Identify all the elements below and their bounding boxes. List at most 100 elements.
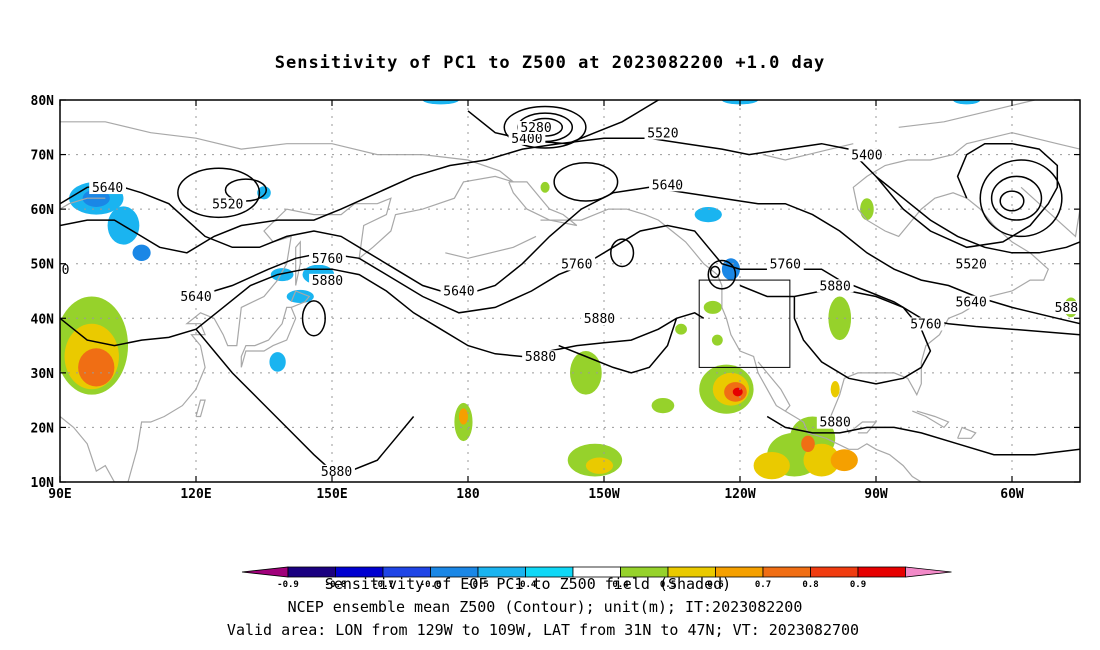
- contour-label-bg: [89, 181, 126, 195]
- caption-line-1: Sensitivity of EOF PC1 to Z500 field (Sh…: [325, 575, 731, 593]
- contour-label-bg: [766, 257, 804, 271]
- contour-line: [195, 328, 415, 472]
- colorbar-lower-arrow: [241, 566, 289, 578]
- lon-tick-label: 180: [456, 487, 480, 502]
- lat-tick-label: 80N: [31, 94, 55, 109]
- contour-label: 5760: [312, 252, 343, 267]
- sensitivity-patch: [257, 186, 271, 200]
- sensitivity-patch: [675, 323, 687, 335]
- contour-label-bg: [1052, 301, 1080, 315]
- colorbar-label: -0.5: [467, 580, 489, 590]
- sensitivity-patch: [721, 258, 741, 281]
- sensitivity-patch: [422, 100, 459, 105]
- contour-label-bg: [318, 464, 355, 478]
- colorbar-label: 0.7: [755, 580, 771, 590]
- contour-label: 5760: [561, 257, 592, 272]
- contour-label-bg: [644, 126, 682, 140]
- map-background: [60, 100, 1080, 482]
- contour-label: 5640: [443, 285, 474, 300]
- sensitivity-patch: [132, 244, 151, 261]
- contour-ring: [503, 105, 587, 149]
- contour-ring: [709, 265, 721, 279]
- contour-label: 5280: [520, 121, 551, 136]
- lon-tick-label: 120E: [180, 487, 211, 502]
- contour-label-bg: [558, 257, 596, 271]
- colorbar-upper-arrow: [905, 566, 952, 578]
- contour-label-bg: [816, 279, 854, 293]
- contour-label-bg: [848, 148, 886, 162]
- contour-label: 5880: [525, 350, 556, 365]
- contour-label-bg: [508, 131, 546, 145]
- sensitivity-patch: [458, 408, 469, 425]
- lat-tick-label: 20N: [31, 421, 55, 436]
- lat-tick-label: 50N: [31, 258, 55, 273]
- coastline: [1020, 186, 1080, 238]
- contour-label: 5400: [851, 148, 882, 163]
- contour-line: [739, 284, 932, 385]
- z500-contours: [60, 100, 1080, 472]
- coastline: [290, 290, 311, 308]
- colorbar-label: -0.7: [372, 580, 394, 590]
- contour-label: 5640: [180, 290, 211, 305]
- contour-ring: [553, 162, 619, 202]
- contour-label-bg: [309, 273, 346, 287]
- lat-tick-label: 60N: [31, 203, 55, 218]
- contour-label-bg: [816, 415, 854, 429]
- sensitivity-patch: [732, 387, 743, 397]
- lat-tick-label: 30N: [31, 367, 55, 382]
- contour-label-bg: [440, 284, 478, 298]
- contour-label-bg: [60, 262, 73, 276]
- colorbar-swatch: [762, 566, 811, 578]
- contour-label-bg: [177, 290, 215, 304]
- contour-label: 5880: [584, 312, 615, 327]
- colorbar-label: 0.4: [612, 580, 629, 590]
- contour-ring: [990, 175, 1043, 221]
- contour-label: 5880: [820, 416, 851, 431]
- contour-line: [60, 183, 1080, 325]
- lon-tick-label: 90W: [864, 487, 888, 502]
- contour-label-bg: [952, 257, 990, 271]
- sensitivity-patch: [269, 352, 286, 372]
- sensitivity-patch: [753, 451, 790, 480]
- contour-line: [60, 268, 705, 358]
- colorbar-label: 0.6: [707, 580, 723, 590]
- colorbar-label: -0.8: [325, 580, 347, 590]
- contour-label: 5880: [820, 279, 851, 294]
- coastline: [445, 235, 537, 259]
- sensitivity-patch: [585, 457, 614, 474]
- contour-label-bg: [907, 317, 945, 331]
- lat-tick-label: 40N: [31, 312, 55, 327]
- map-frame: [59, 99, 1081, 483]
- contour-ring: [301, 300, 326, 337]
- sensitivity-patch: [830, 381, 840, 398]
- contour-label-bg: [649, 178, 686, 192]
- contour-label: 760: [46, 263, 69, 278]
- sensitivity-patch: [78, 348, 115, 387]
- colorbar-label: -0.4: [515, 580, 537, 590]
- contour-label: 5520: [956, 257, 987, 272]
- contour-label-bg: [581, 312, 618, 326]
- contour-label-bg: [309, 251, 346, 265]
- colorbar-label: -0.6: [420, 580, 442, 590]
- coastline: [830, 132, 1080, 417]
- coastline: [195, 399, 206, 418]
- contour-label: 5520: [212, 197, 243, 212]
- contour-label-bg: [517, 121, 555, 135]
- contour-line: [467, 100, 659, 145]
- contour-ring: [999, 190, 1025, 212]
- contour-line: [766, 415, 1080, 456]
- sensitivity-patch: [540, 181, 550, 193]
- sensitivity-patch: [860, 198, 874, 221]
- colorbar-label: 0.8: [802, 580, 818, 590]
- contour-ring: [177, 167, 261, 219]
- contour-label: 5400: [511, 132, 542, 147]
- coastline: [540, 208, 922, 482]
- colorbar-label: 0.5: [660, 580, 676, 590]
- sensitivity-patch: [828, 296, 852, 341]
- contour-label: 5640: [956, 296, 987, 311]
- caption-line-3: Valid area: LON from 129W to 109W, LAT f…: [227, 621, 859, 639]
- lon-tick-label: 60W: [1000, 487, 1024, 502]
